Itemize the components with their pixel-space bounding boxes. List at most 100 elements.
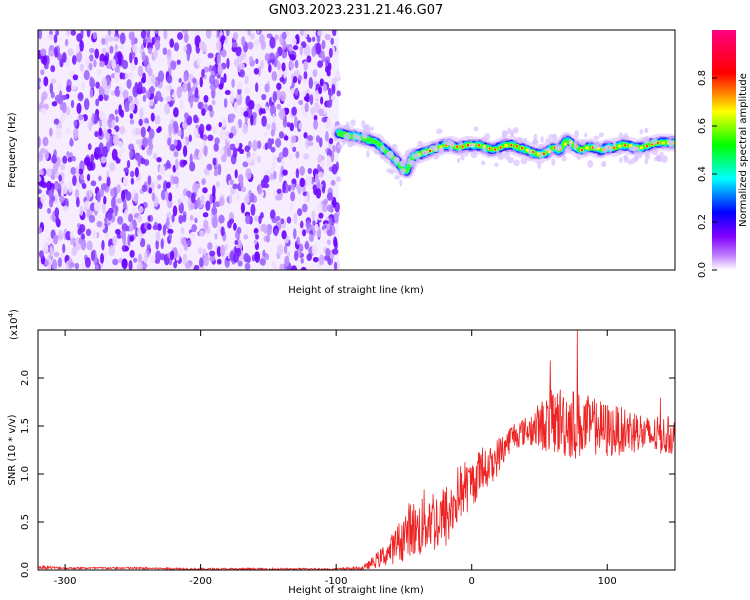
noise-speck [312, 69, 318, 78]
noise-speck [233, 58, 240, 67]
signal-halo-speck [387, 150, 394, 159]
noise-speck [239, 148, 245, 155]
noise-speck [141, 51, 146, 61]
signal-halo-speck [623, 154, 628, 161]
noise-speck [100, 156, 107, 164]
noise-speck [230, 90, 234, 103]
noise-speck [215, 223, 222, 234]
noise-speck [170, 89, 174, 96]
signal-halo-speck [538, 143, 544, 150]
noise-speck [48, 189, 54, 199]
noise-speck [290, 191, 296, 202]
noise-speck [316, 202, 323, 214]
noise-speck [264, 83, 270, 93]
noise-speck [53, 251, 60, 257]
noise-speck [190, 192, 196, 204]
noise-speck [213, 142, 219, 152]
noise-speck [209, 194, 213, 205]
noise-speck [53, 118, 60, 125]
noise-speck [129, 119, 135, 125]
noise-speck [242, 123, 249, 135]
signal-halo-speck [540, 135, 544, 144]
noise-speck [198, 126, 202, 135]
noise-speck [197, 151, 203, 160]
noise-speck [278, 131, 285, 139]
spectrogram-frame [37, 29, 676, 271]
noise-speck [242, 161, 249, 168]
noise-speck [83, 98, 90, 111]
noise-speck [142, 72, 146, 82]
signal-halo-speck [639, 128, 644, 135]
signal-halo-speck [587, 160, 594, 168]
noise-speck [123, 167, 129, 173]
signal-halo-speck [507, 127, 511, 135]
noise-speck [336, 176, 342, 183]
noise-speck [286, 121, 291, 128]
noise-speck [182, 122, 188, 130]
noise-speck [251, 153, 258, 161]
noise-speck [194, 183, 201, 189]
snr-y-axis-label: SNR (10 * v/v) [7, 414, 18, 485]
noise-speck [75, 196, 80, 208]
colorbar-ticks: 0.0 0.2 0.4 0.6 0.8 [697, 70, 717, 278]
noise-speck [40, 193, 46, 204]
noise-speck [279, 91, 287, 102]
noise-speck [88, 62, 93, 71]
noise-speck [220, 244, 226, 257]
noise-speck [162, 47, 168, 56]
noise-speck [68, 181, 73, 193]
noise-speck [256, 103, 261, 110]
spectrogram-y-axis-label: Frequency (Hz) [7, 112, 18, 188]
noise-speck [324, 255, 330, 261]
noise-speck [266, 33, 273, 39]
noise-speck [318, 108, 325, 117]
noise-speck [117, 215, 124, 225]
noise-speck [315, 188, 322, 199]
noise-speck [93, 201, 100, 212]
noise-speck [283, 244, 288, 254]
noise-speck [306, 55, 312, 63]
noise-speck [202, 212, 209, 218]
noise-speck [318, 171, 324, 178]
noise-speck [236, 226, 242, 235]
noise-speck [257, 183, 262, 195]
noise-speck [228, 193, 233, 204]
noise-speck [312, 256, 319, 263]
noise-speck [49, 127, 53, 137]
signal-halo-speck [411, 153, 418, 159]
signal-halo-speck [399, 179, 403, 187]
noise-speck [129, 235, 135, 242]
signal-halo-speck [401, 169, 405, 177]
noise-speck [212, 202, 216, 214]
noise-speck [95, 81, 100, 89]
noise-speck [88, 47, 95, 54]
noise-speck [184, 112, 189, 119]
noise-speck [140, 30, 147, 39]
noise-speck [71, 246, 78, 257]
noise-speck [95, 98, 100, 107]
snr-frame [37, 329, 676, 571]
noise-speck [93, 59, 97, 68]
noise-speck [250, 192, 255, 203]
noise-speck [291, 178, 297, 185]
spectrogram-noise-field [38, 30, 342, 270]
noise-speck [176, 86, 182, 99]
noise-speck [76, 33, 83, 42]
noise-speck [234, 239, 239, 246]
noise-speck [43, 76, 49, 87]
noise-speck [300, 257, 304, 264]
noise-speck [168, 123, 173, 135]
noise-speck [326, 192, 333, 201]
noise-speck [261, 93, 267, 101]
colorbar-tick-label: 0.2 [697, 214, 708, 230]
noise-speck [312, 36, 316, 42]
noise-speck [282, 117, 288, 128]
x-tick-label: 100 [598, 576, 617, 587]
signal-halo-speck [584, 132, 588, 138]
noise-speck [138, 118, 143, 127]
noise-speck [169, 38, 175, 48]
signal-halo-speck [497, 153, 505, 161]
noise-speck [263, 223, 268, 235]
noise-speck [335, 70, 341, 80]
noise-speck [246, 157, 253, 164]
